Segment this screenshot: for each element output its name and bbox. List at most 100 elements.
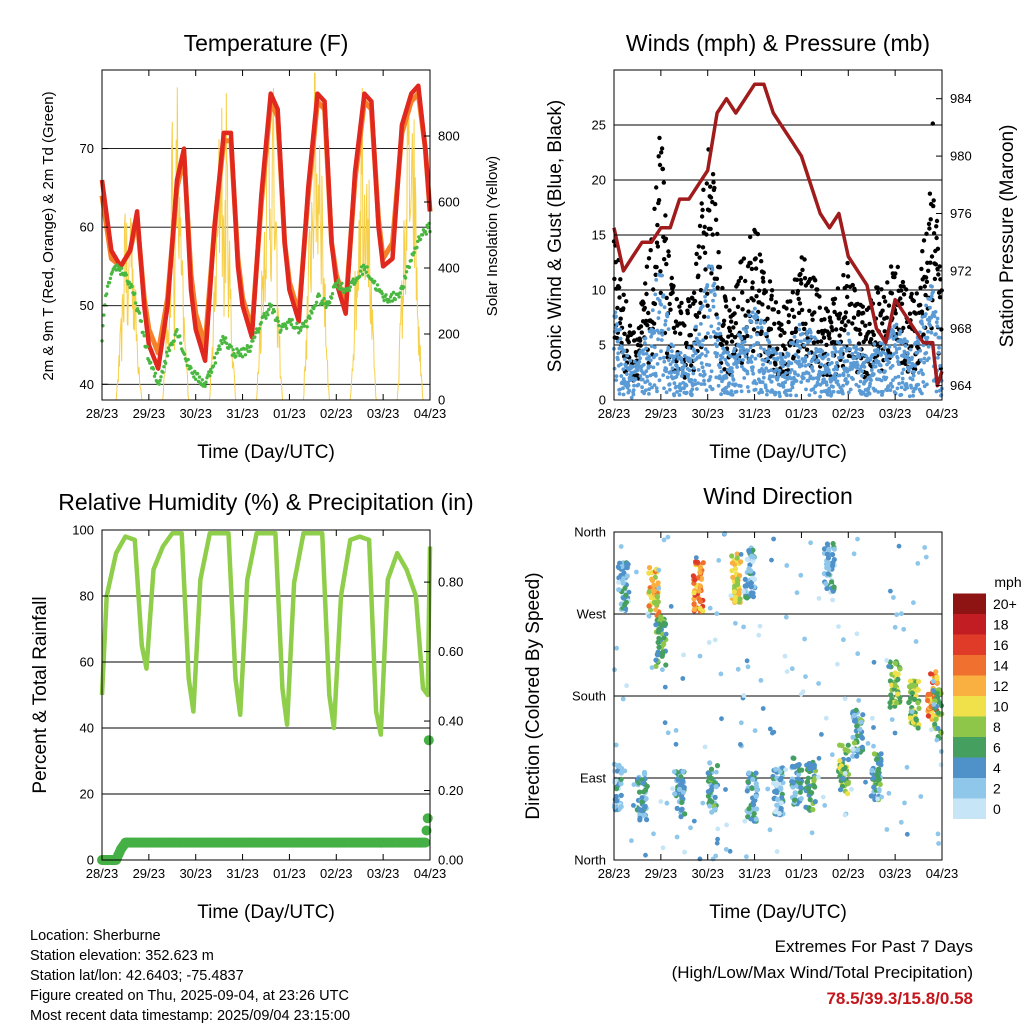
sonic-wind-point xyxy=(690,392,694,397)
gust-point xyxy=(842,328,847,333)
gust-point xyxy=(930,121,935,126)
sonic-wind-point xyxy=(742,376,747,380)
sonic-wind-point xyxy=(688,357,693,362)
direction-point xyxy=(678,814,684,820)
sonic-wind-point xyxy=(892,331,896,336)
direction-point xyxy=(865,741,871,746)
dewpoint-point xyxy=(205,376,209,380)
sonic-wind-point xyxy=(827,371,832,375)
sonic-wind-point xyxy=(661,355,666,360)
sonic-wind-point xyxy=(654,386,659,391)
direction-point xyxy=(670,786,675,791)
precipitation-point xyxy=(420,837,431,848)
gust-point xyxy=(797,301,803,306)
gust-point xyxy=(638,324,644,329)
sonic-wind-point xyxy=(920,321,924,326)
direction-point xyxy=(631,803,636,808)
direction-point xyxy=(770,730,775,736)
direction-point xyxy=(796,767,802,774)
direction-point xyxy=(750,558,756,564)
direction-point xyxy=(784,669,790,674)
gust-point xyxy=(664,261,669,267)
sonic-wind-point xyxy=(807,393,812,397)
y2-tick-label: 800 xyxy=(438,129,460,144)
direction-point xyxy=(727,848,733,854)
extremes-values: 78.5/39.3/15.8/0.58 xyxy=(826,989,973,1008)
direction-point xyxy=(851,712,857,719)
x-tick-label: 31/23 xyxy=(226,866,259,881)
gust-point xyxy=(813,278,818,283)
gust-point xyxy=(871,332,876,338)
sonic-wind-point xyxy=(752,343,756,347)
sonic-wind-point xyxy=(778,383,783,388)
y2-tick-label: 400 xyxy=(438,261,460,276)
sonic-wind-point xyxy=(846,390,851,395)
direction-point xyxy=(653,657,659,663)
gust-point xyxy=(796,349,801,354)
gust-point xyxy=(712,185,717,191)
gust-point xyxy=(799,307,805,313)
gust-point xyxy=(901,292,907,297)
sonic-wind-point xyxy=(690,387,695,392)
sonic-wind-point xyxy=(616,357,620,362)
sonic-wind-point xyxy=(700,352,704,356)
direction-point xyxy=(767,726,773,732)
gust-point xyxy=(877,301,882,307)
dewpoint-point xyxy=(359,269,363,273)
gust-point xyxy=(742,336,747,341)
dewpoint-point xyxy=(185,363,189,368)
sonic-wind-point xyxy=(920,391,924,396)
sonic-wind-point xyxy=(719,369,724,374)
sonic-wind-point xyxy=(731,378,736,382)
sonic-wind-point xyxy=(710,267,715,272)
dewpoint-point xyxy=(178,334,182,338)
sonic-wind-point xyxy=(717,321,721,326)
direction-point xyxy=(656,644,662,650)
sonic-wind-point xyxy=(659,302,664,307)
sonic-wind-point xyxy=(850,366,854,371)
dewpoint-point xyxy=(192,375,196,379)
direction-xlabel: Time (Day/UTC) xyxy=(709,902,847,923)
direction-point xyxy=(751,811,757,817)
sonic-wind-point xyxy=(718,331,723,336)
sonic-wind-point xyxy=(765,356,770,361)
gust-point xyxy=(909,291,914,297)
direction-point xyxy=(753,770,759,776)
gust-point xyxy=(654,264,659,270)
sonic-wind-point xyxy=(618,387,622,392)
sonic-wind-point xyxy=(803,355,808,360)
direction-point xyxy=(629,838,634,844)
direction-point xyxy=(744,854,749,860)
direction-point xyxy=(675,777,682,783)
sonic-wind-point xyxy=(614,314,618,319)
legend-swatch xyxy=(953,675,986,696)
direction-point xyxy=(737,596,743,602)
dewpoint-point xyxy=(304,319,308,323)
sonic-wind-point xyxy=(753,306,757,311)
gust-point xyxy=(931,231,937,236)
direction-point xyxy=(734,555,740,561)
direction-point xyxy=(928,671,934,677)
sonic-wind-point xyxy=(730,392,735,397)
gust-point xyxy=(796,310,802,316)
sonic-wind-point xyxy=(905,351,910,355)
sonic-wind-point xyxy=(893,391,898,396)
gust-point xyxy=(782,330,787,335)
gust-point xyxy=(696,244,701,249)
dewpoint-point xyxy=(404,270,409,274)
sonic-wind-point xyxy=(854,344,858,348)
direction-point xyxy=(809,830,815,836)
gust-point xyxy=(799,281,804,286)
sonic-wind-point xyxy=(933,310,938,314)
gust-point xyxy=(927,191,933,196)
gust-point xyxy=(802,276,808,281)
gust-point xyxy=(619,340,624,346)
sonic-wind-point xyxy=(924,303,928,308)
gust-point xyxy=(761,270,766,275)
sonic-wind-point xyxy=(879,378,884,383)
gust-point xyxy=(704,181,709,186)
dewpoint-point xyxy=(179,341,183,345)
sonic-wind-point xyxy=(699,361,704,365)
sonic-wind-point xyxy=(878,370,883,374)
gust-point xyxy=(733,321,739,326)
